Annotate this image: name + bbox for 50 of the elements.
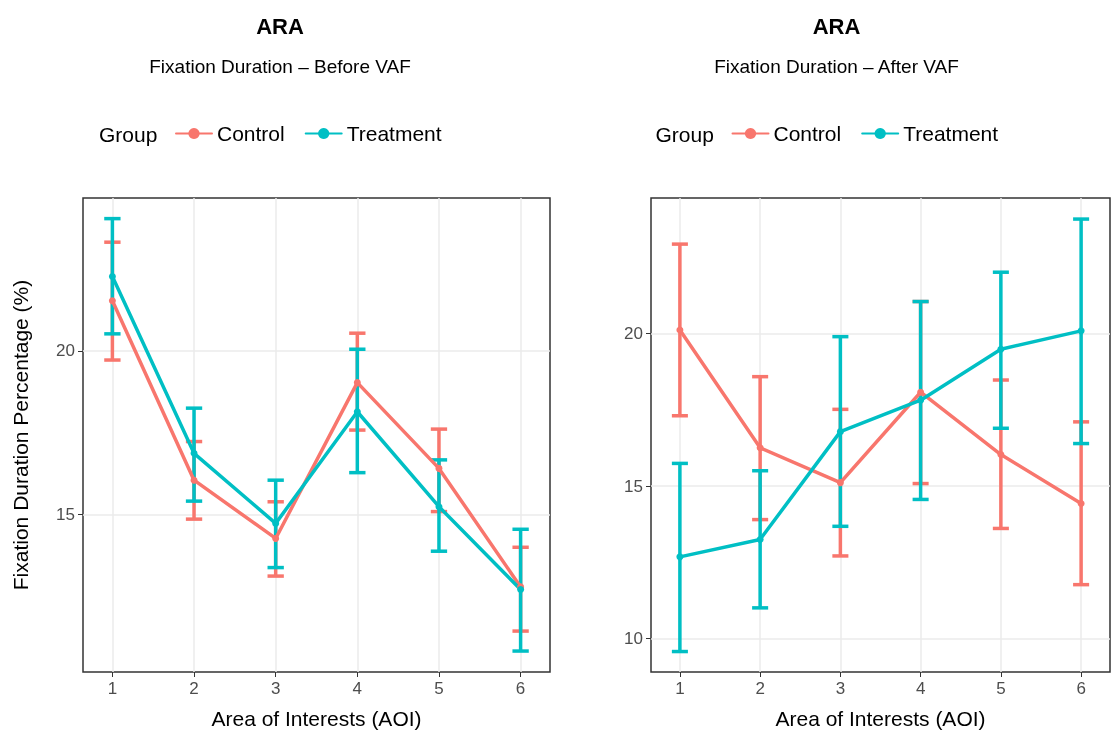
y-tick-label: 15 [56,505,75,525]
x-tick-label: 3 [270,679,281,698]
y-tick-label: 20 [56,341,75,361]
x-tick-label: 2 [189,679,199,698]
x-tick-label: 4 [915,679,926,698]
legend-label: Treatment [346,122,442,145]
point [108,297,116,305]
y-tick-label: 15 [624,476,643,496]
x-tick-label: 5 [996,679,1006,698]
legend-title: Group [99,123,158,146]
x-tick-label: 2 [755,679,765,698]
point [676,553,684,561]
y-tick-label: 10 [624,629,643,649]
point [836,479,844,487]
legend-label: Treatment [903,122,999,145]
point [917,396,925,404]
x-axis-title: Area of Interests (AOI) [775,707,986,730]
x-axis-title: Area of Interests (AOI) [211,707,422,730]
point [676,326,684,334]
point [997,451,1005,459]
x-tick-label: 5 [434,679,444,698]
x-tick-label: 3 [835,679,846,698]
x-tick-label: 6 [515,679,526,698]
point [756,444,764,452]
point [190,476,198,484]
x-tick-label: 6 [1076,679,1086,698]
x-tick-label: 4 [352,679,363,698]
x-tick-label: 1 [107,679,118,698]
point [435,464,443,472]
point [108,273,116,281]
point [836,428,844,436]
point [1077,499,1085,507]
point [917,388,925,396]
chart-subtitle: Fixation Duration – Before VAF [149,56,411,77]
y-tick-label: 20 [624,323,643,343]
legend-title: Group [655,123,714,146]
point [1077,327,1085,335]
point [997,345,1005,353]
legend-label: Control [773,122,842,145]
point [756,535,764,543]
point [272,534,280,542]
chart-title: ARA [256,13,304,39]
legend-label: Control [217,122,285,145]
chart-title: ARA [812,13,861,39]
point [353,379,361,387]
x-tick-label: 1 [675,679,685,698]
point [190,449,198,457]
point [435,503,443,511]
y-axis-title: Fixation Duration Percentage (%) [9,279,32,591]
chart-subtitle: Fixation Duration – After VAF [714,56,959,77]
